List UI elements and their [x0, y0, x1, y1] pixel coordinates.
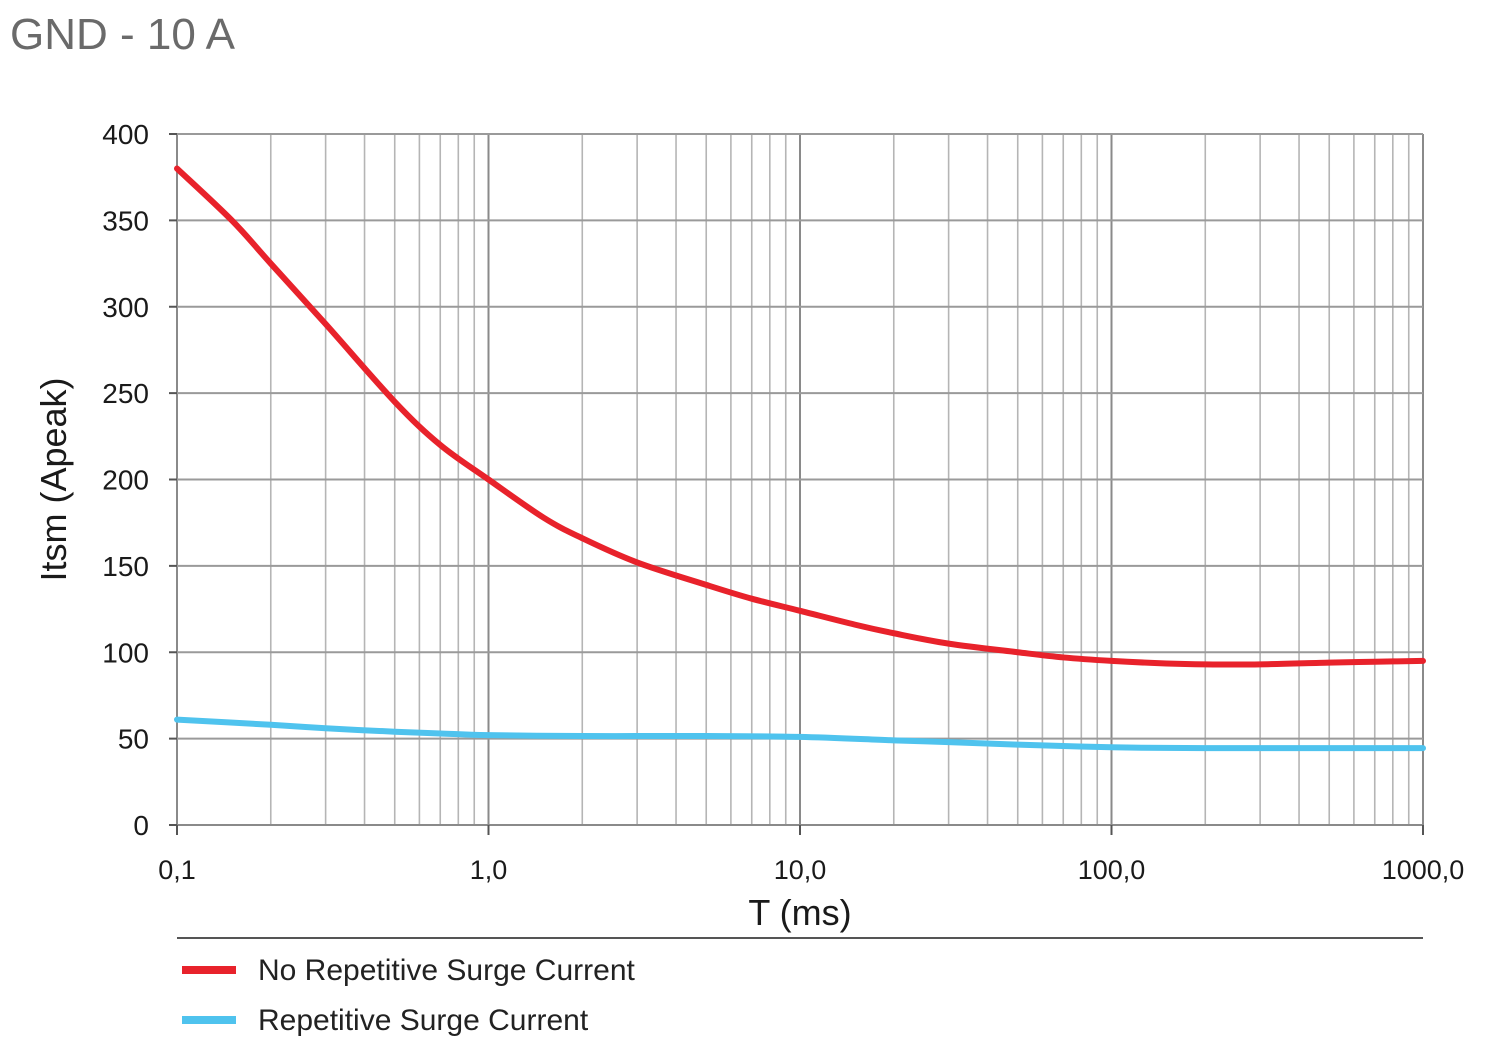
y-tick-label: 350	[102, 205, 149, 236]
y-tick-label: 300	[102, 292, 149, 323]
series-lines	[174, 165, 1426, 752]
x-axis-label: T (ms)	[748, 892, 851, 933]
chart-title: GND - 10 A	[10, 10, 235, 59]
x-tick-label: 10,0	[774, 855, 827, 885]
y-tick-label: 150	[102, 551, 149, 582]
x-tick-label: 0,1	[158, 855, 196, 885]
x-tick-label: 1,0	[470, 855, 508, 885]
y-tick-label: 400	[102, 119, 149, 150]
legend-label-2: Repetitive Surge Current	[258, 1004, 589, 1037]
y-tick-label: 100	[102, 637, 149, 668]
legend: No Repetitive Surge Current Repetitive Su…	[177, 937, 1423, 1037]
y-tick-label: 200	[102, 465, 149, 496]
x-tick-label: 100,0	[1078, 855, 1146, 885]
y-tick-label: 0	[133, 810, 149, 841]
series-line-1	[174, 165, 1426, 668]
y-tick-label: 50	[118, 724, 149, 755]
x-tick-label: 1000,0	[1382, 855, 1465, 885]
series-line-2	[174, 716, 1426, 752]
y-axis-label: Itsm (Apeak)	[33, 377, 74, 581]
legend-label-1: No Repetitive Surge Current	[258, 954, 636, 987]
x-tick-labels: 0,1 1,0 10,0 100,0 1000,0	[158, 855, 1464, 885]
y-tick-label: 250	[102, 378, 149, 409]
y-tick-labels: 0 50 100 150 200 250 300 350 400	[102, 119, 149, 841]
